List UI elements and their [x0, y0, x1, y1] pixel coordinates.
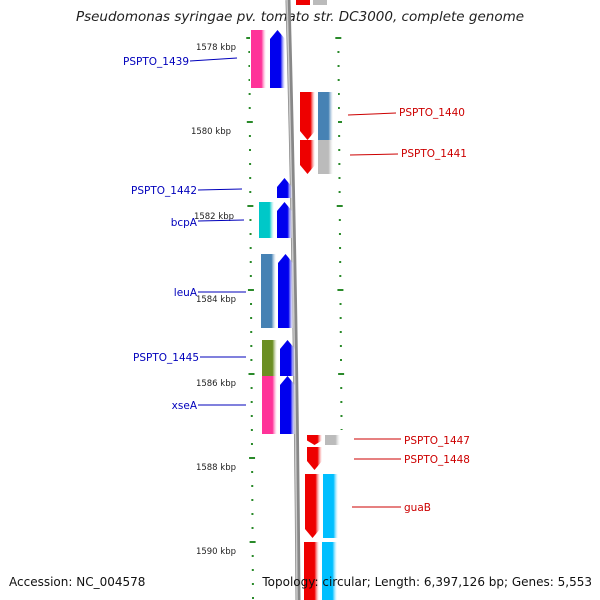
scale-label: 1586 kbp — [196, 379, 236, 389]
gene-arrow-pspto-1441 — [300, 140, 315, 174]
label-leader-line — [189, 57, 238, 62]
scale-label: 1588 kbp — [196, 463, 236, 473]
label-leader-line — [197, 188, 243, 191]
gene-bar-leua — [261, 254, 276, 328]
gene-label-pspto-1445: PSPTO_1445 — [133, 352, 199, 364]
accession-text: Accession: NC_004578 — [9, 575, 146, 589]
label-leader-line — [349, 153, 399, 156]
gene-arrow-pspto-1445 — [280, 340, 295, 376]
gene-label-pspto-1447: PSPTO_1447 — [404, 435, 470, 447]
gene-bar-bcpa — [259, 202, 274, 238]
gene-arrow-guab — [305, 474, 320, 538]
gene-label-pspto-1442: PSPTO_1442 — [131, 185, 197, 197]
scale-label: 1582 kbp — [194, 212, 234, 222]
gene-stub-top — [296, 0, 310, 5]
genome-backbone — [285, 0, 301, 600]
gene-bar-xsea — [262, 376, 277, 434]
genome-title: Pseudomonas syringae pv. tomato str. DC3… — [75, 9, 525, 25]
gene-bar-pspto-1440 — [318, 92, 333, 140]
scale-label: 1584 kbp — [196, 295, 236, 305]
gene-bar-pspto-1441 — [318, 140, 333, 174]
gene-bar-pspto-1445 — [262, 340, 277, 376]
gene-arrow-pspto-1439 — [270, 30, 285, 88]
gene-label-pspto-1448: PSPTO_1448 — [404, 454, 470, 466]
gene-arrow-pspto-1447 — [307, 435, 322, 445]
label-leader-line — [197, 219, 245, 222]
topology-text: Topology: circular; Length: 6,397,126 bp… — [262, 575, 592, 589]
scale-label: 1590 kbp — [196, 547, 236, 557]
gene-label-pspto-1441: PSPTO_1441 — [401, 148, 467, 160]
gene-arrow-bcpa — [277, 202, 292, 238]
gene-label-bcpa: bcpA — [171, 217, 198, 229]
gene-label-pspto-1440: PSPTO_1440 — [399, 107, 465, 119]
gene-arrow-pspto-1442 — [277, 178, 292, 198]
gene-bar-pspto-1447 — [325, 435, 340, 445]
genome-backbone-highlight — [286, 0, 298, 600]
gene-bar-pspto-1439 — [251, 30, 266, 88]
scale-label: 1578 kbp — [196, 43, 236, 53]
scale-label: 1580 kbp — [191, 127, 231, 137]
gene-label-xsea: xseA — [172, 400, 198, 412]
gene-stub-bottom — [322, 542, 337, 600]
label-leader-line — [347, 112, 397, 116]
gene-label-pspto-1439: PSPTO_1439 — [123, 56, 189, 68]
gene-stub-top — [313, 0, 327, 5]
gene-stub-bottom — [304, 542, 319, 600]
gene-arrow-pspto-1440 — [300, 92, 315, 140]
gene-arrow-leua — [278, 254, 293, 328]
gene-label-leua: leuA — [174, 287, 198, 299]
gene-arrow-pspto-1448 — [307, 447, 322, 470]
gene-bar-guab — [323, 474, 338, 538]
gene-label-guab: guaB — [404, 502, 431, 514]
gene-arrow-xsea — [280, 376, 295, 434]
